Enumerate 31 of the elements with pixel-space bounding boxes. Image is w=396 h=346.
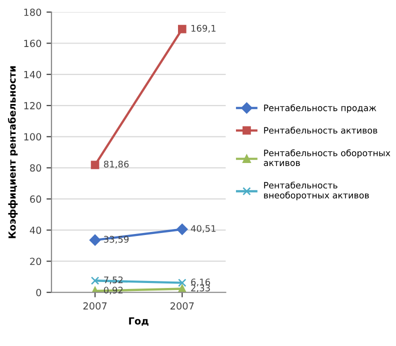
data-label: 169,1	[191, 24, 216, 33]
point	[178, 284, 186, 292]
data-label: 81,86	[104, 160, 129, 168]
x-axis-title: Год	[129, 317, 148, 326]
point	[178, 278, 186, 287]
point	[90, 276, 100, 285]
legend-label: Рентабельность оборотных активов	[264, 149, 390, 166]
data-label: 40,51	[190, 225, 216, 233]
legend-label: Рентабельность продаж	[264, 104, 376, 113]
y-tick-label: 140	[24, 70, 42, 78]
y-tick-label: 0	[36, 288, 42, 296]
y-tick-label: 160	[24, 40, 42, 48]
y-tick-label: 180	[24, 8, 42, 16]
y-axis-title: Коэффициент рентабельности	[8, 66, 18, 238]
y-tick-label: 80	[30, 164, 42, 172]
point	[178, 24, 186, 34]
x-tick-label: 2007	[83, 302, 107, 310]
y-tick-label: 20	[30, 258, 42, 266]
point	[176, 224, 188, 235]
point	[90, 160, 100, 170]
legend-label: Рентабельность внеоборотных активов	[264, 182, 369, 200]
y-tick-label: 100	[24, 133, 42, 140]
point	[89, 234, 101, 246]
data-label: 6,16	[191, 278, 210, 286]
data-label: 33,59	[104, 236, 129, 244]
legend-label: Рентабельность активов	[264, 126, 378, 134]
x-tick-label: 2007	[170, 302, 194, 310]
data-label: 2,33	[191, 284, 210, 292]
y-tick-label: 60	[30, 195, 42, 203]
y-tick-label: 40	[30, 226, 42, 234]
y-tick-label: 120	[24, 102, 42, 110]
